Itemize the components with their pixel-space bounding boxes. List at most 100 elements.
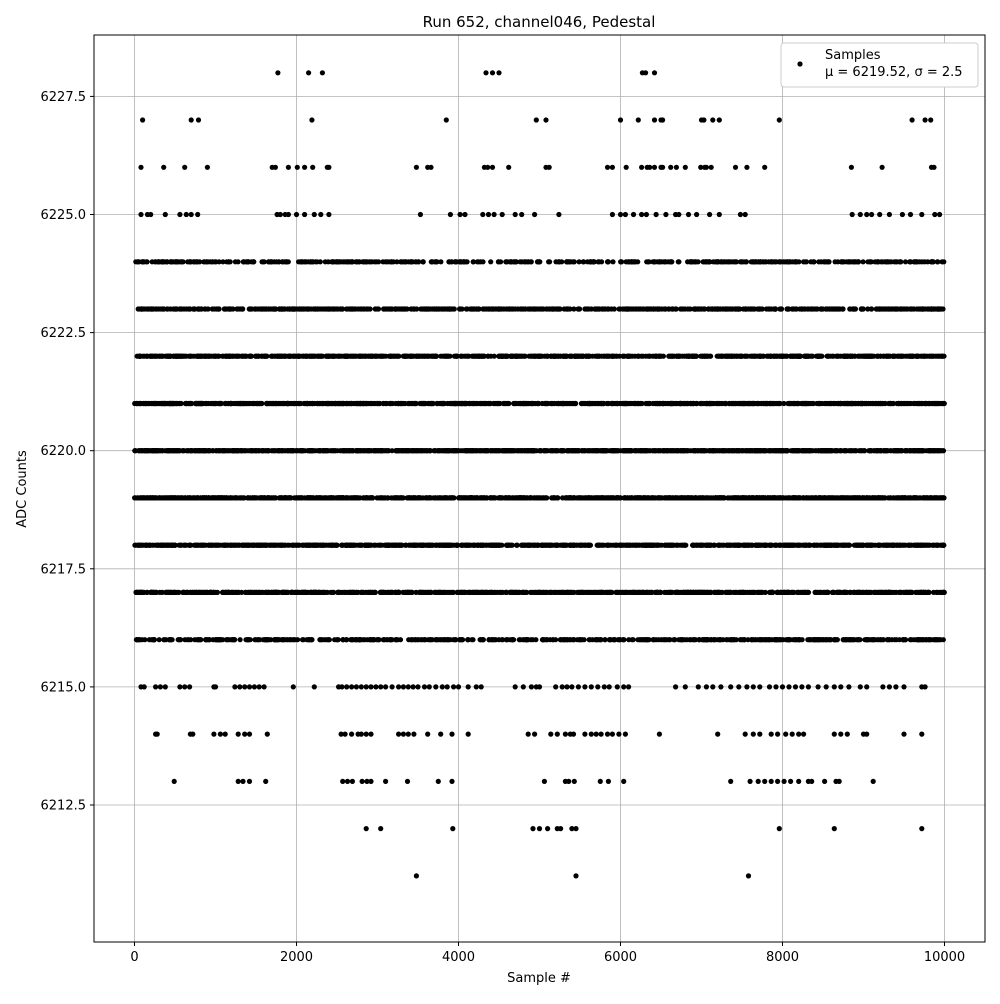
data-point <box>838 732 843 737</box>
data-point <box>406 732 411 737</box>
data-point <box>313 259 318 264</box>
data-point <box>830 306 835 311</box>
data-point <box>411 684 416 689</box>
data-point <box>610 354 615 359</box>
data-point <box>173 354 178 359</box>
data-point <box>318 354 323 359</box>
data-point <box>211 732 216 737</box>
data-point <box>716 401 721 406</box>
data-point <box>153 684 158 689</box>
data-point <box>838 684 843 689</box>
data-point <box>762 448 767 453</box>
data-point <box>466 684 471 689</box>
data-point <box>710 306 715 311</box>
data-point <box>373 684 378 689</box>
data-point <box>265 732 270 737</box>
data-point <box>856 354 861 359</box>
data-point <box>795 401 800 406</box>
data-point <box>694 212 699 217</box>
data-point <box>526 259 531 264</box>
data-point <box>935 259 940 264</box>
data-point <box>320 70 325 75</box>
data-point <box>380 354 385 359</box>
data-point <box>508 259 513 264</box>
data-point <box>932 212 937 217</box>
data-point <box>624 165 629 170</box>
data-point <box>232 684 237 689</box>
data-point <box>824 684 829 689</box>
data-point <box>354 684 359 689</box>
data-point <box>417 448 422 453</box>
data-point <box>416 259 421 264</box>
data-point <box>556 259 561 264</box>
data-point <box>632 354 637 359</box>
data-point <box>710 684 715 689</box>
data-point <box>522 448 527 453</box>
data-point <box>252 306 257 311</box>
data-point <box>434 259 439 264</box>
data-point <box>134 401 139 406</box>
data-point <box>148 212 153 217</box>
data-point <box>613 448 618 453</box>
data-point <box>242 684 247 689</box>
data-point <box>490 70 495 75</box>
data-point <box>834 448 839 453</box>
data-point <box>287 448 292 453</box>
data-point <box>811 259 816 264</box>
data-point <box>884 354 889 359</box>
data-point <box>888 401 893 406</box>
data-point <box>614 401 619 406</box>
data-point <box>639 212 644 217</box>
data-point <box>506 165 511 170</box>
data-point <box>188 306 193 311</box>
data-point <box>794 448 799 453</box>
data-point <box>328 401 333 406</box>
data-point <box>196 117 201 122</box>
data-point <box>350 306 355 311</box>
data-point <box>360 259 365 264</box>
data-point <box>922 354 927 359</box>
data-point <box>663 212 668 217</box>
data-point <box>652 70 657 75</box>
data-point <box>492 354 497 359</box>
data-point <box>691 401 696 406</box>
data-point <box>344 684 349 689</box>
data-point <box>727 306 732 311</box>
data-point <box>315 448 320 453</box>
data-point <box>216 306 221 311</box>
data-point <box>783 732 788 737</box>
data-point <box>160 306 165 311</box>
data-point <box>145 448 150 453</box>
data-point <box>678 401 683 406</box>
data-point <box>410 259 415 264</box>
data-point <box>526 732 531 737</box>
data-point <box>909 306 914 311</box>
data-point <box>567 401 572 406</box>
data-point <box>309 354 314 359</box>
data-point <box>775 779 780 784</box>
data-point <box>797 306 802 311</box>
data-point <box>140 117 145 122</box>
data-point <box>416 354 421 359</box>
data-point <box>276 259 281 264</box>
data-point <box>791 354 796 359</box>
data-point <box>564 259 569 264</box>
data-point <box>744 306 749 311</box>
data-point <box>717 212 722 217</box>
data-point <box>584 306 589 311</box>
data-point <box>549 448 554 453</box>
data-point <box>847 354 852 359</box>
data-point <box>884 306 889 311</box>
data-point <box>465 259 470 264</box>
data-point <box>556 401 561 406</box>
data-point <box>790 732 795 737</box>
data-point <box>193 401 198 406</box>
data-point <box>801 732 806 737</box>
data-point <box>372 354 377 359</box>
data-point <box>142 684 147 689</box>
data-point <box>495 401 500 406</box>
data-point <box>742 259 747 264</box>
data-point <box>555 448 560 453</box>
data-point <box>796 779 801 784</box>
data-point <box>558 826 563 831</box>
